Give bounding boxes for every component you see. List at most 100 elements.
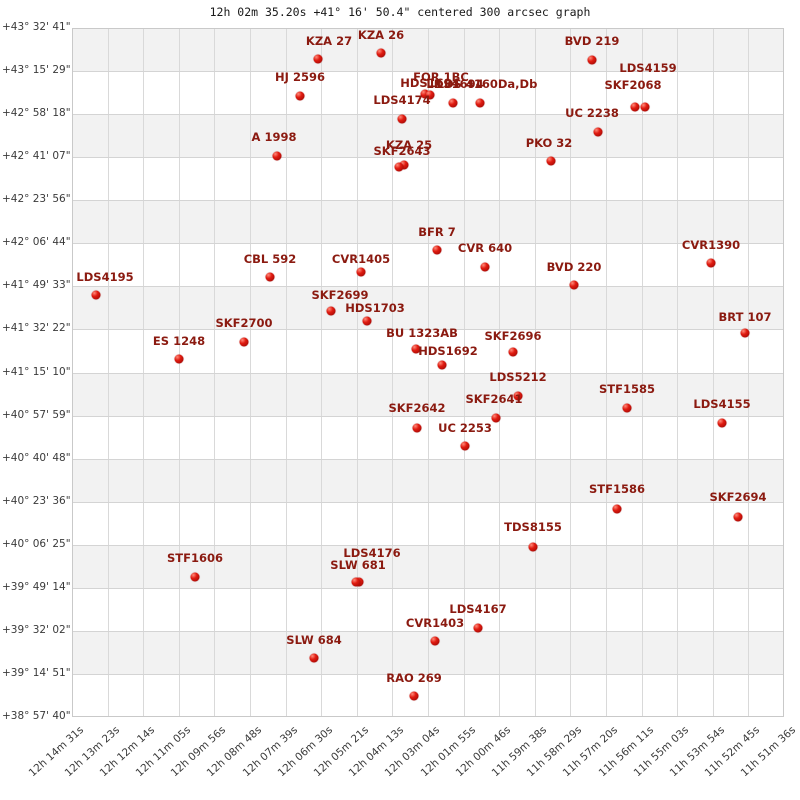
star-marker[interactable] bbox=[412, 423, 422, 433]
page-title: 12h 02m 35.20s +41° 16' 50.4" centered 3… bbox=[209, 5, 591, 19]
star-marker[interactable] bbox=[376, 48, 386, 58]
star-marker[interactable] bbox=[420, 89, 430, 99]
y-tick-label: +38° 57' 40" bbox=[2, 710, 71, 722]
star-label: SKF2068 bbox=[604, 78, 662, 92]
star-marker[interactable] bbox=[91, 290, 101, 300]
grid-line-horizontal bbox=[72, 630, 784, 632]
star-marker[interactable] bbox=[239, 337, 249, 347]
star-label: SKF2642 bbox=[388, 401, 446, 415]
star-marker[interactable] bbox=[480, 262, 490, 272]
star-marker[interactable] bbox=[630, 102, 640, 112]
y-tick-label: +41° 49' 33" bbox=[2, 279, 71, 292]
star-marker[interactable] bbox=[409, 691, 419, 701]
star-marker[interactable] bbox=[397, 114, 407, 124]
grid-line-horizontal bbox=[72, 673, 784, 675]
y-tick-label: +39° 14' 51" bbox=[2, 666, 71, 679]
star-label: PKO 32 bbox=[525, 136, 573, 150]
star-label: KZA 25 bbox=[385, 138, 433, 152]
y-axis-declination: +43° 32' 41" +43° 15' 29" +42° 58' 18" +42°… bbox=[0, 0, 71, 800]
grid-line-horizontal bbox=[72, 372, 784, 374]
star-marker[interactable] bbox=[640, 102, 650, 112]
y-tick-label: +42° 23' 56" bbox=[2, 193, 71, 206]
star-marker[interactable] bbox=[593, 127, 603, 137]
star-marker[interactable] bbox=[309, 653, 319, 663]
star-marker[interactable] bbox=[733, 512, 743, 522]
star-marker[interactable] bbox=[513, 391, 523, 401]
star-label: BU 1323AB bbox=[386, 326, 458, 340]
star-marker[interactable] bbox=[437, 360, 447, 370]
star-marker[interactable] bbox=[326, 306, 336, 316]
y-tick-label: +41° 32' 22" bbox=[2, 322, 71, 335]
grid-line-horizontal bbox=[72, 286, 784, 288]
y-tick-label: +40° 23' 36" bbox=[2, 494, 71, 507]
star-marker[interactable] bbox=[448, 98, 458, 108]
star-marker[interactable] bbox=[295, 91, 305, 101]
star-marker[interactable] bbox=[272, 151, 282, 161]
star-label: HDS1703 bbox=[345, 301, 405, 315]
y-tick-label: +40° 40' 48" bbox=[2, 451, 71, 464]
grid-line-horizontal bbox=[72, 415, 784, 417]
star-label: STF1585 bbox=[599, 382, 655, 396]
star-label: SKF2643 bbox=[373, 144, 431, 158]
star-marker[interactable] bbox=[313, 54, 323, 64]
star-marker[interactable] bbox=[508, 347, 518, 357]
star-marker[interactable] bbox=[394, 162, 404, 172]
y-tick-label: +41° 15' 10" bbox=[2, 365, 71, 378]
star-label: STF1586 bbox=[589, 482, 645, 496]
star-marker[interactable] bbox=[740, 328, 750, 338]
star-marker[interactable] bbox=[190, 572, 200, 582]
star-label: CBL 592 bbox=[243, 252, 297, 266]
star-marker[interactable] bbox=[622, 403, 632, 413]
star-marker[interactable] bbox=[425, 90, 435, 100]
star-label: RAO 269 bbox=[386, 671, 442, 685]
star-marker[interactable] bbox=[546, 156, 556, 166]
star-label: BVD 219 bbox=[564, 34, 620, 48]
y-tick-label: +40° 06' 25" bbox=[2, 537, 71, 550]
y-tick-label: +43° 32' 41" bbox=[2, 21, 71, 33]
star-marker[interactable] bbox=[430, 636, 440, 646]
grid-line-horizontal bbox=[72, 200, 784, 202]
star-marker[interactable] bbox=[706, 258, 716, 268]
grid-line-horizontal bbox=[72, 587, 784, 589]
star-marker[interactable] bbox=[612, 504, 622, 514]
y-tick-label: +42° 41' 07" bbox=[2, 150, 71, 163]
star-label: LDS4167 bbox=[449, 602, 507, 616]
star-marker[interactable] bbox=[475, 98, 485, 108]
star-marker[interactable] bbox=[411, 344, 421, 354]
star-label: LDS4159 bbox=[619, 61, 677, 75]
star-label: UC 2238 bbox=[565, 106, 619, 120]
star-label: KZA 26 bbox=[357, 28, 405, 42]
star-marker[interactable] bbox=[399, 160, 409, 170]
y-tick-label: +42° 06' 44" bbox=[2, 236, 71, 249]
star-marker[interactable] bbox=[356, 267, 366, 277]
star-label: LDS4176 bbox=[343, 546, 401, 560]
star-label: CVR1403 bbox=[405, 616, 465, 630]
y-tick-label: +43° 15' 29" bbox=[2, 64, 71, 77]
star-marker[interactable] bbox=[362, 316, 372, 326]
star-marker[interactable] bbox=[569, 280, 579, 290]
star-label: CVR1390 bbox=[681, 238, 741, 252]
y-tick-label: +39° 49' 14" bbox=[2, 580, 71, 593]
star-marker[interactable] bbox=[460, 441, 470, 451]
star-label: STF1606 bbox=[167, 551, 223, 565]
star-label: LDS 4160Da,Db bbox=[436, 77, 538, 91]
star-marker[interactable] bbox=[265, 272, 275, 282]
star-label: A 1998 bbox=[251, 130, 297, 144]
plot-area[interactable]: KZA 27 KZA 26 BVD 219 HJ 2596 LDS4159 SKF2068… bbox=[72, 28, 784, 717]
star-label: BVD 220 bbox=[546, 260, 602, 274]
star-marker[interactable] bbox=[432, 245, 442, 255]
star-marker[interactable] bbox=[717, 418, 727, 428]
grid-line-horizontal bbox=[72, 329, 784, 331]
star-marker[interactable] bbox=[351, 577, 361, 587]
star-label: SKF2700 bbox=[215, 316, 273, 330]
star-marker[interactable] bbox=[528, 542, 538, 552]
star-label: SKF2641 bbox=[465, 392, 523, 406]
star-marker[interactable] bbox=[587, 55, 597, 65]
star-label: CVR1405 bbox=[331, 252, 391, 266]
grid-line-horizontal bbox=[72, 157, 784, 159]
star-marker[interactable] bbox=[491, 413, 501, 423]
star-marker[interactable] bbox=[473, 623, 483, 633]
star-marker[interactable] bbox=[174, 354, 184, 364]
star-label: LDS1694 bbox=[426, 77, 484, 91]
